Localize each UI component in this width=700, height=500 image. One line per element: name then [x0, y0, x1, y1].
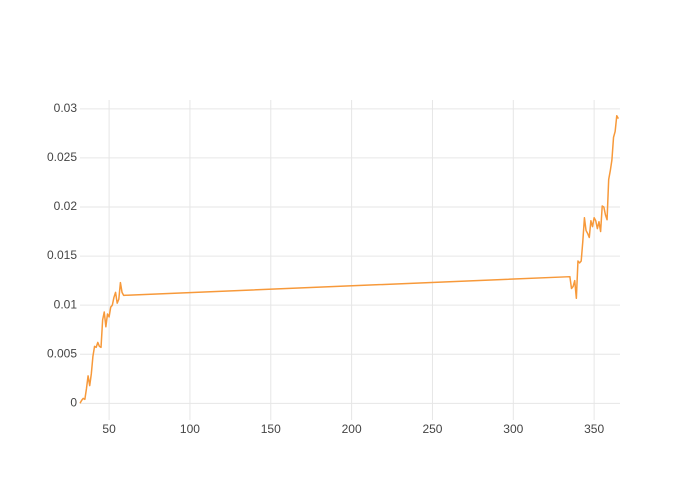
y-tick-label: 0.015: [47, 248, 77, 262]
y-tick-label: 0.02: [54, 199, 78, 213]
x-tick-label: 300: [503, 422, 523, 436]
y-tick-label: 0: [70, 395, 77, 409]
x-tick-label: 100: [180, 422, 200, 436]
x-tick-label: 150: [261, 422, 281, 436]
y-tick-label: 0.01: [54, 297, 78, 311]
y-tick-label: 0.025: [47, 150, 77, 164]
x-tick-label: 250: [422, 422, 442, 436]
x-tick-label: 200: [342, 422, 362, 436]
data-line: [79, 114, 620, 404]
y-tick-label: 0.005: [47, 346, 77, 360]
x-tick-label: 50: [102, 422, 116, 436]
y-tick-label: 0.03: [54, 101, 78, 115]
x-tick-label: 350: [584, 422, 604, 436]
